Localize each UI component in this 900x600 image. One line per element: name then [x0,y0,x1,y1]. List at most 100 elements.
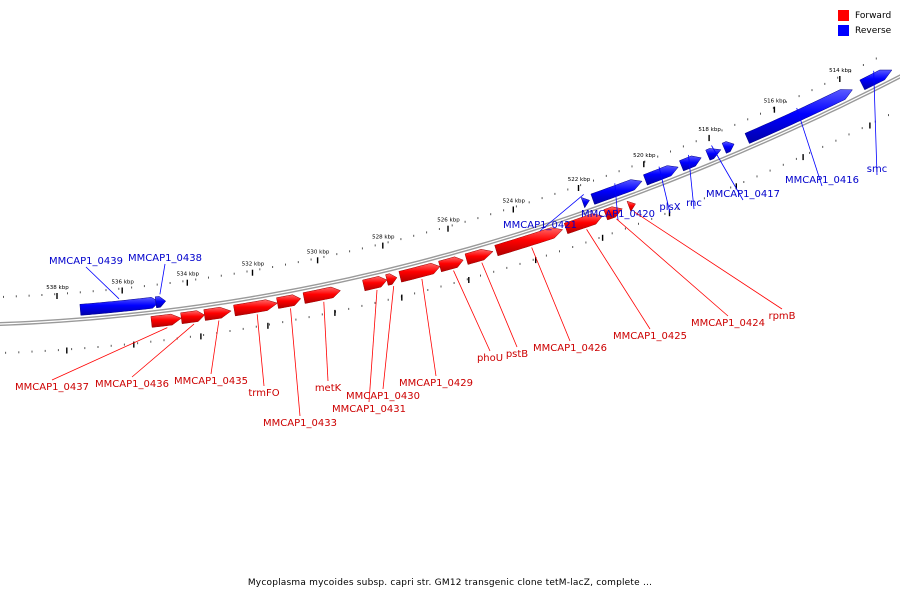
gene-arrow[interactable] [385,273,398,286]
minor-tick-upper [92,290,94,293]
gene-label[interactable]: MMCAP1_0433 [263,418,337,429]
major-tick-upper [773,106,776,113]
major-tick-lower [468,277,470,283]
minor-tick-upper [862,64,864,66]
gene-arrow[interactable] [563,213,603,235]
gene-arrow[interactable] [626,200,636,213]
gene-arrow[interactable] [705,148,722,161]
gene-label[interactable]: rpmB [768,311,795,322]
gene-label[interactable]: MMCAP1_0416 [785,175,859,186]
gene-label[interactable]: MMCAP1_0425 [613,331,687,342]
gene-label[interactable]: phoU [477,353,503,364]
gene-arrow[interactable] [464,249,494,265]
minor-tick-upper [400,238,402,241]
gene-label[interactable]: metK [315,383,342,394]
minor-tick-upper [220,274,222,277]
gene-arrow[interactable] [603,206,623,221]
major-tick-lower [601,234,604,241]
gene-arrow[interactable] [590,179,643,205]
gene-label[interactable]: MMCAP1_0421 [503,220,577,231]
major-tick-lower [133,341,135,348]
gene-arrow[interactable] [233,299,279,317]
gene-label[interactable]: MMCAP1_0424 [691,318,765,329]
gene-label[interactable]: pstB [506,349,528,360]
gene-label-leader [421,278,437,377]
gene-arrow[interactable] [79,297,160,316]
major-tick-lower [334,309,336,316]
minor-tick-lower [677,207,679,210]
minor-tick-lower [203,334,205,336]
gene-label[interactable]: MMCAP1_0429 [399,378,473,389]
gene-label[interactable]: MMCAP1_0439 [49,256,123,267]
gene-label-leader [51,327,168,381]
gene-label[interactable]: MMCAP1_0430 [346,391,420,402]
major-tick-lower [200,333,202,340]
minor-tick-upper [413,234,415,237]
gene-arrow[interactable] [362,276,388,292]
gene-arrow[interactable] [859,69,893,91]
gene-label[interactable]: MMCAP1_0431 [332,404,406,415]
gene-label[interactable]: MMCAP1_0417 [706,189,780,200]
minor-tick-lower [440,285,442,288]
gene-label[interactable]: MMCAP1_0438 [128,253,202,264]
minor-tick-upper [875,57,877,60]
minor-tick-upper [657,155,659,158]
gene-arrow[interactable] [150,313,182,328]
minor-tick-upper [618,170,620,173]
minor-tick-upper [41,294,43,296]
minor-tick-lower [242,327,244,330]
gene-label[interactable]: MMCAP1_0437 [15,382,89,393]
reverse-swatch [838,25,849,36]
legend-forward[interactable]: Forward [838,8,891,23]
gene-arrow[interactable] [154,296,167,309]
gene-label[interactable]: MMCAP1_0420 [581,209,655,220]
minor-tick-lower [835,139,837,142]
gene-label[interactable]: trmFO [248,388,279,399]
gene-arrow[interactable] [744,89,853,144]
gene-label[interactable]: smc [867,164,887,175]
minor-tick-lower [493,270,495,273]
minor-tick-upper [605,174,607,177]
gene-label-leader [688,154,695,210]
minor-tick-upper [131,286,133,289]
minor-tick-lower [18,351,20,354]
gene-arrow[interactable] [580,196,590,209]
minor-tick-upper [285,263,286,266]
gene-arrow[interactable] [276,294,302,309]
minor-tick-upper [156,283,158,286]
minor-tick-lower [31,350,33,353]
minor-tick-upper [297,261,299,264]
backbone-highlight [0,75,900,325]
minor-tick-lower [269,323,270,326]
minor-tick-upper [336,253,338,256]
gene-label[interactable]: rnc [686,198,702,209]
minor-tick-lower [611,232,613,235]
tick-label: 538 kbp [46,285,69,291]
gene-arrow[interactable] [302,286,341,304]
minor-tick-lower [598,237,600,239]
minor-tick-lower [585,241,587,244]
gene-label[interactable]: MMCAP1_0426 [533,343,607,354]
tick-label: 516 kbp [764,99,787,105]
tick-label: 528 kbp [372,235,395,241]
gene-label[interactable]: MMCAP1_0435 [174,376,248,387]
gene-label-leader [290,308,301,417]
gene-arrow[interactable] [494,227,564,257]
minor-tick-upper [682,145,684,148]
minor-tick-lower [414,292,416,295]
gene-arrow[interactable] [203,306,232,321]
gene-label-leader [323,301,329,382]
gene-label[interactable]: plsX [659,202,680,213]
gene-arrow[interactable] [721,141,735,154]
gene-arrow[interactable] [398,262,441,283]
gene-arrow[interactable] [180,310,206,324]
legend-reverse[interactable]: Reverse [838,23,891,38]
legend: Forward Reverse [838,8,891,38]
gene-label-leader [616,218,729,317]
minor-tick-lower [84,347,86,350]
minor-tick-upper [310,258,312,261]
gene-arrow[interactable] [438,256,464,273]
minor-tick-upper [143,285,145,288]
gene-label[interactable]: MMCAP1_0436 [95,379,169,390]
minor-tick-lower [453,282,455,284]
